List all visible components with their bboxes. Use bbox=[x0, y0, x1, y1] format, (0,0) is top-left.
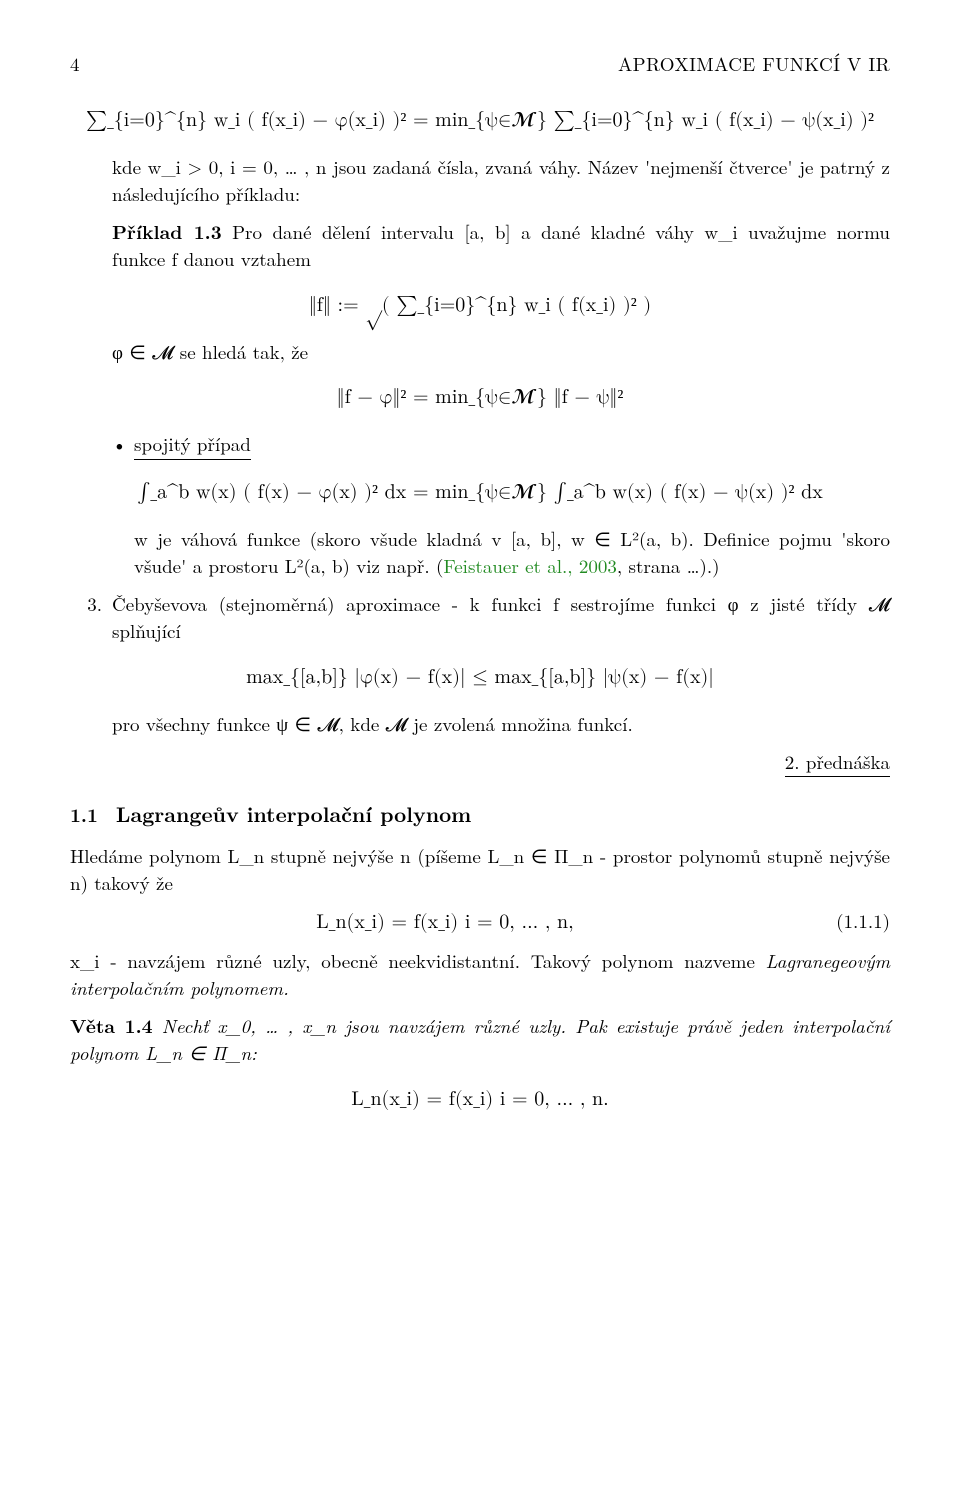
equation-7: L_n(x_i) = f(x_i) i = 0, … , n. bbox=[70, 1085, 890, 1114]
equation-2: ‖f‖ := √( ∑_{i=0}^{n} w_i ( f(x_i) )² ) bbox=[70, 291, 890, 320]
equation-4: ∫_a^b w(x) ( f(x) − φ(x) )² dx = min_{ψ∈… bbox=[70, 478, 890, 507]
theorem-label: Věta 1.4 bbox=[70, 1011, 153, 1039]
vahova-text-b: , strana …).) bbox=[617, 552, 720, 579]
section-1-1-header: 1.1 Lagrangeův interpolační polynom bbox=[70, 799, 890, 829]
paragraph-hledame-polynom: Hledáme polynom L_n stupně nejvýše n (pí… bbox=[70, 842, 890, 897]
theorem-1-4: Věta 1.4 Nechť x_0, … , x_n jsou navzáje… bbox=[70, 1012, 890, 1067]
bullet-spojity: • spojitý případ bbox=[112, 430, 890, 460]
paragraph-pro-vsechny: pro všechny funkce ψ ∈ 𝓜, kde 𝓜 je zvole… bbox=[112, 710, 890, 738]
equation-6-number: (1.1.1) bbox=[820, 907, 890, 935]
section-number: 1.1 bbox=[70, 800, 98, 828]
section-title: Lagrangeův interpolační polynom bbox=[116, 799, 471, 829]
equation-1: ∑_{i=0}^{n} w_i ( f(x_i) − φ(x_i) )² = m… bbox=[70, 106, 890, 135]
equation-5: max_{[a,b]} |φ(x) − f(x)| ≤ max_{[a,b]} … bbox=[70, 663, 890, 692]
paragraph-vahova-funkce: w je váhová funkce (skoro všude kladná v… bbox=[134, 525, 890, 580]
item-3-text: Čebyševova (stejnoměrná) aproximace - k … bbox=[112, 590, 890, 645]
paragraph-weights: kde w_i > 0, i = 0, … , n jsou zadaná čí… bbox=[112, 153, 890, 208]
item-3-cebysev: 3. Čebyševova (stejnoměrná) aproximace -… bbox=[70, 590, 890, 645]
equation-6: L_n(x_i) = f(x_i) i = 0, … , n, bbox=[70, 908, 820, 937]
example-label: Příklad 1.3 bbox=[112, 217, 222, 245]
equation-3: ‖f − φ‖² = min_{ψ∈𝓜} ‖f − ψ‖² bbox=[70, 383, 890, 412]
lecture-2-text: 2. přednáška bbox=[785, 748, 890, 777]
paragraph-phi-hleda: φ ∈ 𝓜 se hledá tak, že bbox=[112, 338, 890, 366]
theorem-body: Nechť x_0, … , x_n jsou navzájem různé u… bbox=[70, 1012, 890, 1067]
header-title: APROXIMACE FUNKCÍ V IR bbox=[618, 50, 890, 78]
uzly-text-a: x_i - navzájem různé uzly, obecně neekvi… bbox=[70, 947, 766, 974]
lecture-2-tag: 2. přednáška bbox=[70, 748, 890, 776]
paragraph-uzly: x_i - navzájem různé uzly, obecně neekvi… bbox=[70, 947, 890, 1002]
citation-feistauer[interactable]: Feistauer et al., 2003 bbox=[443, 552, 617, 579]
running-header: 4 APROXIMACE FUNKCÍ V IR bbox=[70, 50, 890, 78]
example-text: Pro dané dělení intervalu [a, b] a dané … bbox=[112, 218, 890, 273]
page-number: 4 bbox=[70, 50, 80, 78]
bullet-spojity-text: spojitý případ bbox=[134, 430, 251, 460]
equation-6-row: L_n(x_i) = f(x_i) i = 0, … , n, (1.1.1) bbox=[70, 907, 890, 937]
bullet-marker: • bbox=[112, 430, 134, 460]
example-1-3: Příklad 1.3 Pro dané dělení intervalu [a… bbox=[112, 218, 890, 273]
item-3-number: 3. bbox=[70, 590, 112, 645]
